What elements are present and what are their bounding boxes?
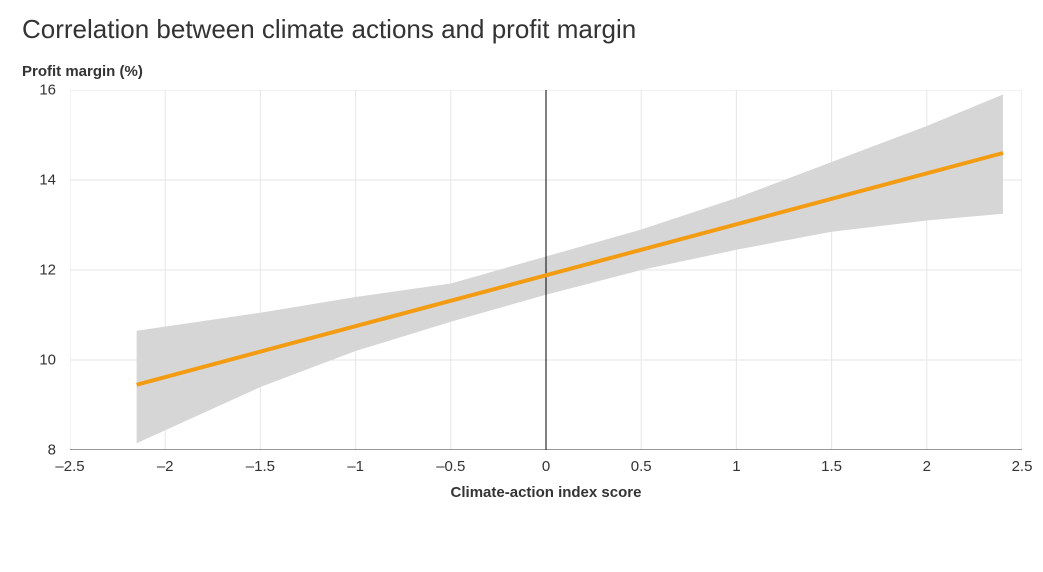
chart-container: Correlation between climate actions and … <box>0 0 1043 559</box>
y-tick-label: 8 <box>16 442 56 459</box>
y-tick-labels: 810121416 <box>22 90 62 450</box>
plot-svg <box>70 90 1022 450</box>
x-tick-label: –2 <box>157 458 174 475</box>
x-tick-label: 2.5 <box>1012 458 1033 475</box>
x-tick-labels: –2.5–2–1.5–1–0.500.511.522.5 <box>70 458 1022 478</box>
x-tick-label: 1.5 <box>821 458 842 475</box>
chart-outer: 810121416 –2.5–2–1.5–1–0.500.511.522.5 C… <box>22 90 1022 520</box>
x-tick-label: –0.5 <box>436 458 465 475</box>
x-tick-label: 0 <box>542 458 550 475</box>
x-tick-label: –2.5 <box>55 458 84 475</box>
y-tick-label: 14 <box>16 172 56 189</box>
y-tick-label: 10 <box>16 352 56 369</box>
x-tick-label: 0.5 <box>631 458 652 475</box>
x-tick-label: 2 <box>923 458 931 475</box>
y-tick-label: 12 <box>16 262 56 279</box>
x-tick-label: –1.5 <box>246 458 275 475</box>
plot-area: 810121416 –2.5–2–1.5–1–0.500.511.522.5 C… <box>70 90 1022 520</box>
x-tick-label: 1 <box>732 458 740 475</box>
x-tick-label: –1 <box>347 458 364 475</box>
chart-title: Correlation between climate actions and … <box>22 14 1021 45</box>
y-axis-title: Profit margin (%) <box>22 63 1021 80</box>
y-tick-label: 16 <box>16 82 56 99</box>
